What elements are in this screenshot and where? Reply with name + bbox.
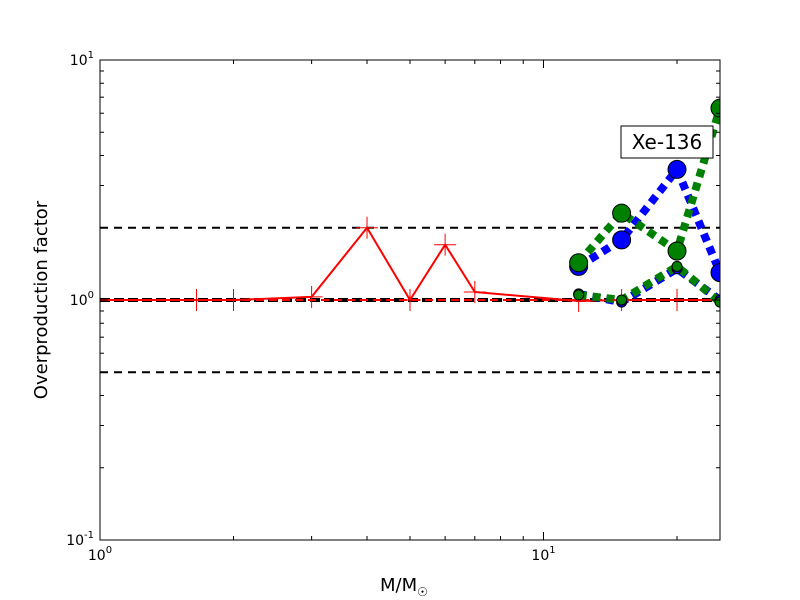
series-line-2: [576, 165, 720, 275]
data-point-2-1: [612, 230, 632, 250]
data-point-0-1: [185, 289, 208, 311]
data-point-5-0: [573, 289, 585, 301]
data-point-0-3: [300, 285, 323, 308]
y-axis-label: Overproduction factor: [31, 200, 52, 399]
y-tick-label-1: 100: [70, 290, 94, 309]
x-tick-label-0: 100: [88, 545, 112, 564]
data-point-0-5: [399, 289, 421, 311]
data-point-0-6: [434, 233, 457, 256]
data-point-4-0: [569, 253, 589, 273]
data-point-5-2: [671, 260, 683, 272]
series-markers: [100, 98, 720, 313]
data-point-5-1: [616, 294, 628, 306]
series-line-4: [575, 107, 720, 266]
y-tick-label-0: 10-1: [66, 530, 94, 549]
data-point-0-10: [666, 289, 689, 311]
data-point-0-2: [222, 289, 245, 311]
data-point-2-3: [710, 263, 720, 283]
data-point-4-3: [710, 98, 720, 118]
data-point-2-2: [667, 159, 687, 179]
x-tick-label-1: 101: [531, 545, 555, 564]
data-point-0-4: [356, 216, 379, 239]
x-axis-label: M/M☉: [380, 575, 428, 599]
y-tick-label-2: 101: [70, 50, 94, 69]
annotation-label: Xe-136: [632, 130, 703, 154]
data-point-4-2: [667, 241, 687, 261]
annotation-box: Xe-136: [620, 125, 714, 159]
series-line-5: [578, 262, 720, 306]
data-point-4-1: [612, 203, 632, 223]
data-point-0-7: [463, 280, 486, 303]
